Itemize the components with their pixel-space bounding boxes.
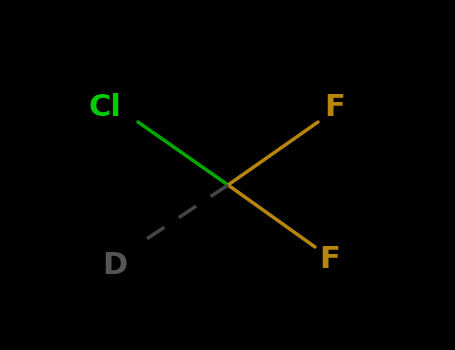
Text: D: D [102, 251, 127, 280]
Text: Cl: Cl [89, 93, 121, 122]
Text: F: F [324, 93, 345, 122]
Text: F: F [319, 245, 340, 274]
